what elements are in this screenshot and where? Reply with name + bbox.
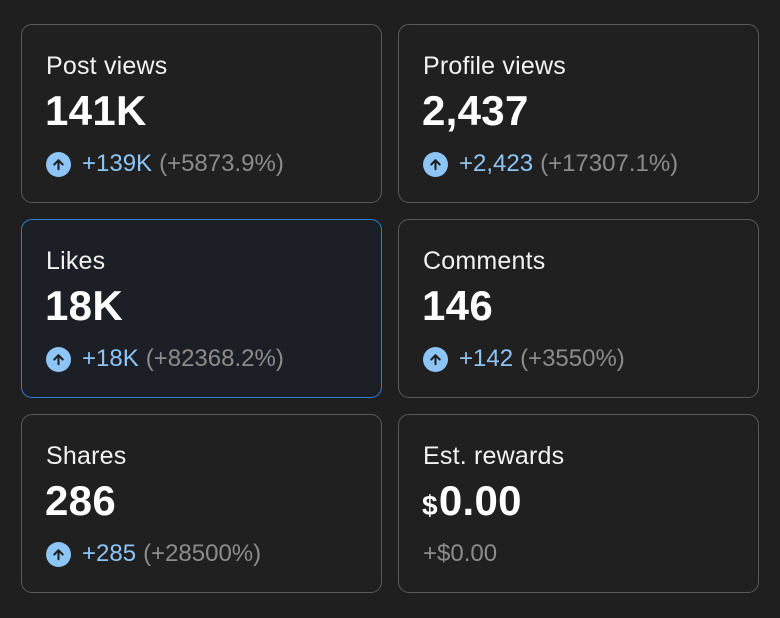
arrow-up-circle-icon xyxy=(423,346,448,372)
arrow-up-circle-icon xyxy=(423,151,448,177)
stat-value: 141K xyxy=(45,87,147,134)
stat-change-percent: (+3550%) xyxy=(520,345,625,372)
stat-value: $0.00 xyxy=(422,477,522,525)
stat-card-est-rewards[interactable]: Est. rewards $0.00 +$0.00 xyxy=(398,414,759,593)
currency-symbol: $ xyxy=(422,490,438,521)
stat-change-absolute: +18K xyxy=(82,345,139,372)
stat-card-profile-views[interactable]: Profile views 2,437 +2,423 (+17307.1%) xyxy=(398,24,759,203)
stat-label: Likes xyxy=(46,247,106,275)
stat-value: 286 xyxy=(45,477,116,524)
stat-label: Comments xyxy=(423,247,546,275)
stat-change-absolute: +285 xyxy=(82,540,137,567)
stat-change: +$0.00 xyxy=(423,540,497,568)
stat-label: Profile views xyxy=(423,52,566,80)
stat-change-absolute: +2,423 xyxy=(459,150,534,177)
stat-value: 146 xyxy=(422,282,493,329)
stat-card-comments[interactable]: Comments 146 +142 (+3550%) xyxy=(398,219,759,398)
stat-change: +142 (+3550%) xyxy=(423,345,625,373)
stat-change-absolute: +142 xyxy=(459,345,514,372)
stat-value-amount: 0.00 xyxy=(438,477,522,524)
stat-card-shares[interactable]: Shares 286 +285 (+28500%) xyxy=(21,414,382,593)
stat-label: Est. rewards xyxy=(423,442,565,470)
stat-change-percent: (+28500%) xyxy=(143,540,262,567)
stat-change-absolute: +$0.00 xyxy=(423,540,498,567)
stat-change: +18K (+82368.2%) xyxy=(46,345,284,373)
arrow-up-circle-icon xyxy=(46,346,71,372)
stats-grid: Post views 141K +139K (+5873.9%) Profile… xyxy=(21,24,759,593)
stat-label: Post views xyxy=(46,52,168,80)
stat-change: +139K (+5873.9%) xyxy=(46,150,284,178)
stat-change-absolute: +139K xyxy=(82,150,153,177)
stat-change-percent: (+82368.2%) xyxy=(145,345,284,372)
stat-value: 2,437 xyxy=(422,87,529,134)
arrow-up-circle-icon xyxy=(46,151,71,177)
stat-change: +285 (+28500%) xyxy=(46,540,261,568)
stat-label: Shares xyxy=(46,442,127,470)
stat-change: +2,423 (+17307.1%) xyxy=(423,150,678,178)
stat-value: 18K xyxy=(45,282,123,329)
arrow-up-circle-icon xyxy=(46,541,71,567)
stat-change-percent: (+17307.1%) xyxy=(540,150,679,177)
stat-change-percent: (+5873.9%) xyxy=(159,150,284,177)
stat-card-post-views[interactable]: Post views 141K +139K (+5873.9%) xyxy=(21,24,382,203)
stat-card-likes[interactable]: Likes 18K +18K (+82368.2%) xyxy=(21,219,382,398)
